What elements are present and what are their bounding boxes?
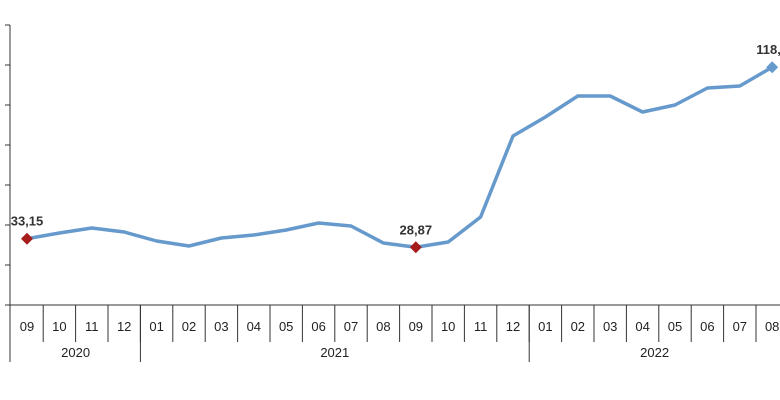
data-point-marker bbox=[21, 232, 33, 245]
x-tick-label: 07 bbox=[733, 319, 747, 334]
x-tick-label: 06 bbox=[311, 319, 325, 334]
year-labels: 2020 2021 2022 bbox=[61, 305, 669, 362]
x-tick-label: 01 bbox=[149, 319, 163, 334]
data-label: 118,9 bbox=[756, 42, 780, 57]
chart-axes bbox=[5, 24, 780, 362]
year-label: 2021 bbox=[320, 345, 349, 360]
x-tick-label: 06 bbox=[700, 319, 714, 334]
x-tick-label: 05 bbox=[279, 319, 293, 334]
x-axis-ticks: 09 10 11 12 01 02 03 04 05 06 07 08 09 10 11 12 01 02 03 04… bbox=[20, 305, 779, 342]
x-tick-label: 12 bbox=[117, 319, 131, 334]
x-tick-label: 05 bbox=[668, 319, 682, 334]
x-tick-label: 09 bbox=[20, 319, 34, 334]
x-tick-label: 11 bbox=[85, 319, 99, 334]
x-tick-label: 10 bbox=[441, 319, 455, 334]
annotation-markers: 33,15 28,87 118,9 bbox=[11, 42, 780, 254]
x-tick-label: 02 bbox=[571, 319, 585, 334]
data-label: 28,87 bbox=[400, 222, 433, 237]
x-tick-label: 11 bbox=[474, 319, 488, 334]
year-label: 2020 bbox=[61, 345, 90, 360]
series-line bbox=[25, 65, 774, 250]
x-tick-label: 08 bbox=[376, 319, 390, 334]
x-tick-label: 07 bbox=[344, 319, 358, 334]
x-tick-label: 04 bbox=[635, 319, 649, 334]
data-point-marker bbox=[409, 241, 422, 254]
series-lines bbox=[25, 65, 774, 250]
year-label: 2022 bbox=[640, 345, 669, 360]
x-tick-label: 12 bbox=[506, 319, 520, 334]
x-tick-label: 01 bbox=[538, 319, 552, 334]
data-point-marker bbox=[766, 61, 779, 74]
x-tick-label: 08 bbox=[765, 319, 779, 334]
x-tick-label: 02 bbox=[182, 319, 196, 334]
x-tick-label: 03 bbox=[603, 319, 617, 334]
x-tick-label: 09 bbox=[409, 319, 423, 334]
x-tick-label: 04 bbox=[247, 319, 261, 334]
x-tick-label: 03 bbox=[214, 319, 228, 334]
data-label: 33,15 bbox=[11, 214, 44, 229]
x-tick-label: 10 bbox=[52, 319, 66, 334]
